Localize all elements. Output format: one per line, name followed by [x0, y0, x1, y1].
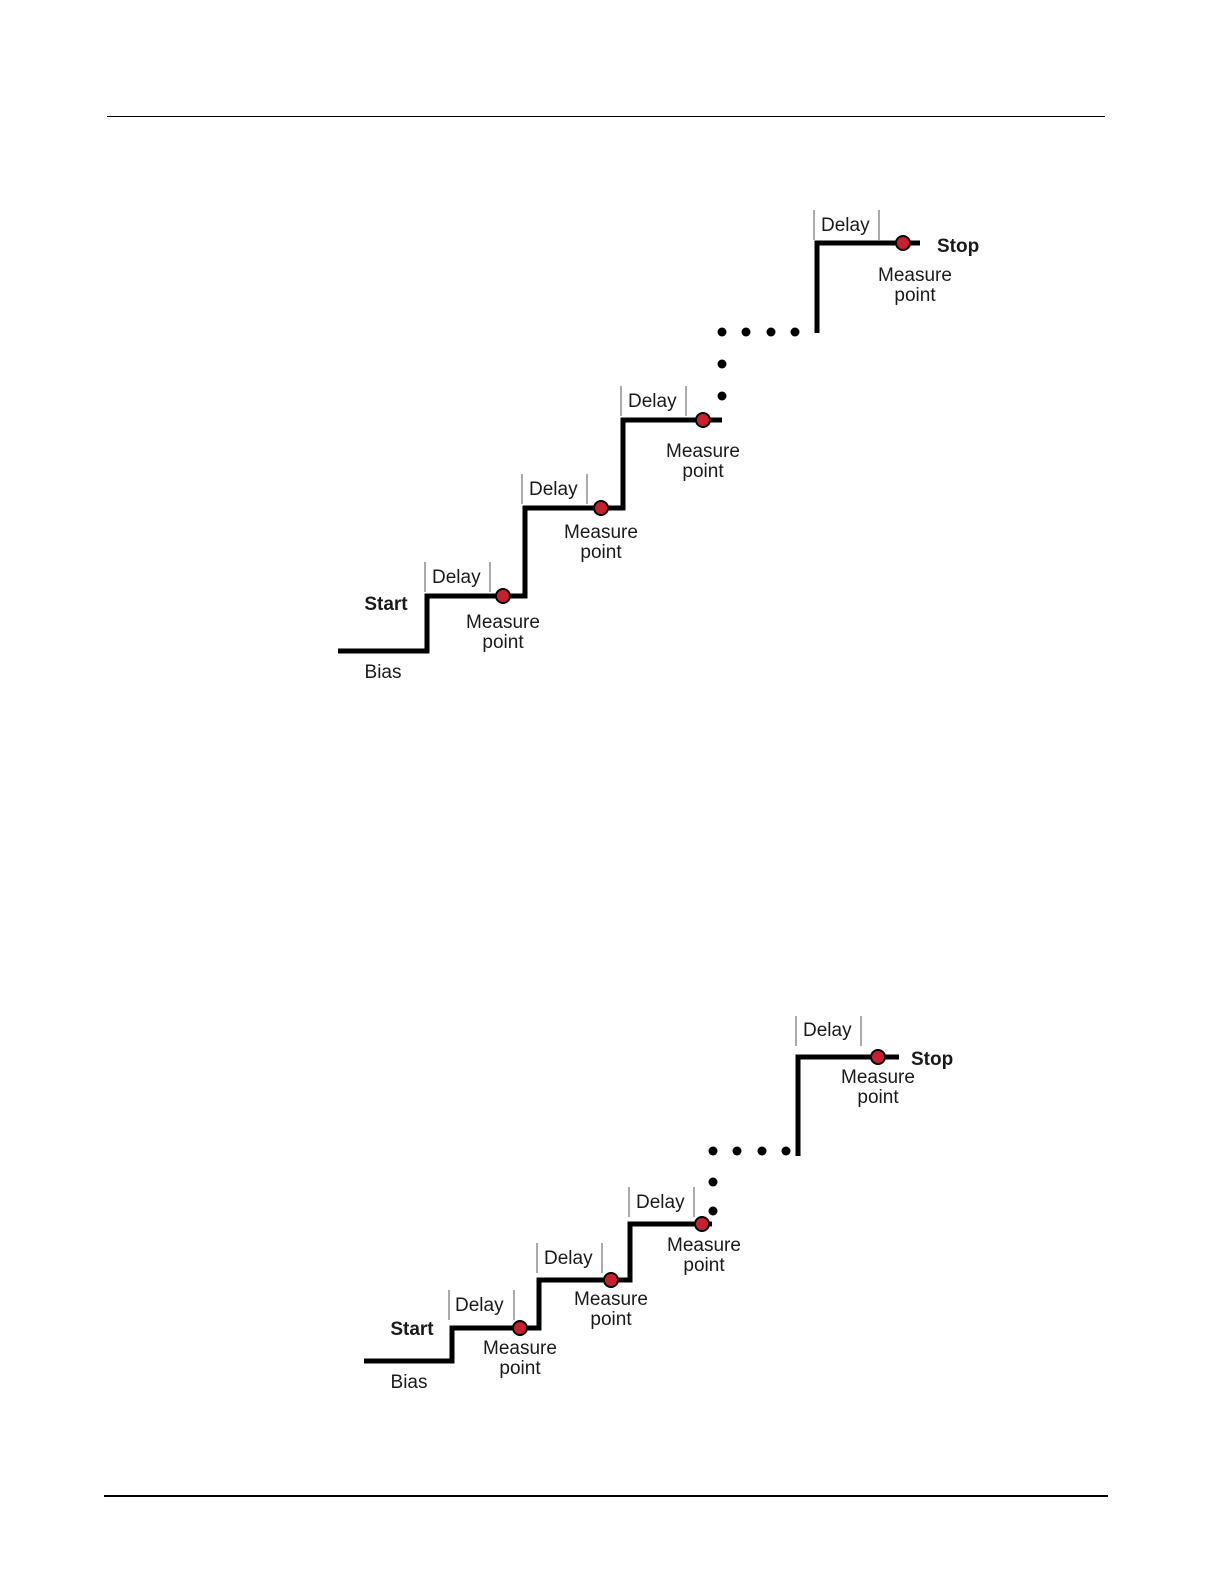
- svg-text:point: point: [894, 285, 936, 306]
- svg-text:Measure: Measure: [667, 1235, 741, 1256]
- delay-marker: Delay: [424, 562, 491, 592]
- measure-point-label: Measure point: [878, 265, 952, 306]
- stop-label: Stop: [937, 236, 979, 257]
- delay-label: Delay: [636, 1192, 685, 1213]
- measure-point-label: Measure point: [666, 441, 740, 482]
- continuation-dot: [766, 327, 776, 337]
- delay-marker: Delay: [521, 474, 588, 504]
- delay-label: Delay: [529, 479, 578, 500]
- continuation-dot: [708, 1177, 718, 1187]
- svg-text:Measure: Measure: [564, 522, 638, 543]
- continuation-dot: [717, 359, 727, 369]
- measure-point-label: Measure point: [841, 1067, 915, 1108]
- measure-point-marker: [603, 1272, 619, 1288]
- delay-label: Delay: [544, 1248, 593, 1269]
- measure-point-label: Measure point: [483, 1338, 557, 1379]
- delay-label: Delay: [628, 391, 677, 412]
- staircase-line: [338, 417, 722, 654]
- continuation-dot: [790, 327, 800, 337]
- stop-label: Stop: [911, 1049, 953, 1070]
- delay-marker: Delay: [620, 386, 687, 416]
- measure-point-label: Measure point: [667, 1235, 741, 1276]
- svg-text:point: point: [482, 632, 524, 653]
- measure-point-marker: [895, 235, 911, 251]
- delay-label: Delay: [432, 567, 481, 588]
- measure-point-marker: [694, 1216, 710, 1232]
- start-label: Start: [390, 1319, 434, 1340]
- staircase-sweep-diagram-1: Delay Delay Delay Delay Measure point Me: [338, 210, 979, 683]
- delay-marker: Delay: [536, 1243, 603, 1273]
- continuation-dot: [781, 1146, 791, 1156]
- measure-point-marker: [512, 1320, 528, 1336]
- delay-marker: Delay: [795, 1016, 862, 1046]
- svg-text:point: point: [580, 542, 622, 563]
- final-step-line: [814, 240, 920, 333]
- measure-point-label: Measure point: [466, 612, 540, 653]
- svg-text:Measure: Measure: [841, 1067, 915, 1088]
- measure-point-label: Measure point: [574, 1289, 648, 1330]
- svg-text:point: point: [499, 1358, 541, 1379]
- bias-label: Bias: [391, 1372, 428, 1393]
- measure-point-marker: [495, 588, 511, 604]
- measure-point-marker: [593, 500, 609, 516]
- delay-marker: Delay: [628, 1187, 695, 1217]
- delay-label: Delay: [455, 1295, 504, 1316]
- svg-text:Measure: Measure: [466, 612, 540, 633]
- continuation-dot: [757, 1146, 767, 1156]
- continuation-dot: [708, 1146, 718, 1156]
- delay-marker: Delay: [813, 210, 880, 240]
- svg-text:Measure: Measure: [878, 265, 952, 286]
- measure-point-label: Measure point: [564, 522, 638, 563]
- delay-label: Delay: [803, 1020, 852, 1041]
- continuation-dot: [717, 391, 727, 401]
- svg-text:point: point: [857, 1087, 899, 1108]
- svg-text:point: point: [683, 1255, 725, 1276]
- svg-text:point: point: [682, 461, 724, 482]
- final-step-line: [795, 1054, 899, 1156]
- continuation-dot: [732, 1146, 742, 1156]
- header-rule: [107, 116, 1105, 117]
- footer-rule: [104, 1495, 1108, 1497]
- svg-text:Measure: Measure: [574, 1289, 648, 1310]
- measure-point-marker: [695, 412, 711, 428]
- delay-label: Delay: [821, 215, 870, 236]
- start-label: Start: [364, 594, 408, 615]
- staircase-line: [364, 1221, 712, 1364]
- measure-point-marker: [870, 1049, 886, 1065]
- bias-label: Bias: [365, 662, 402, 683]
- svg-text:point: point: [590, 1309, 632, 1330]
- continuation-dot: [708, 1206, 718, 1216]
- delay-marker: Delay: [448, 1290, 515, 1320]
- continuation-dot: [717, 327, 727, 337]
- svg-text:Measure: Measure: [666, 441, 740, 462]
- svg-text:Measure: Measure: [483, 1338, 557, 1359]
- continuation-dot: [741, 327, 751, 337]
